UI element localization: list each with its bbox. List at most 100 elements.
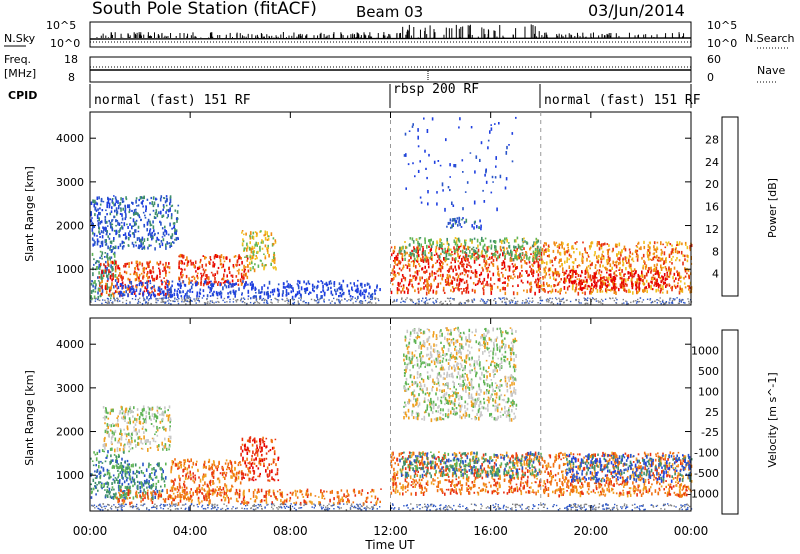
power-ground-cell — [627, 303, 629, 305]
power-cell — [299, 293, 302, 297]
power-cell — [136, 285, 138, 289]
power-cell — [170, 289, 172, 292]
freq-label: Freq. — [4, 53, 31, 66]
power-cell — [663, 260, 666, 264]
power-cell — [653, 277, 656, 280]
power-cell — [644, 274, 646, 279]
velocity-cell — [138, 466, 141, 469]
power-cell — [485, 180, 488, 184]
power-cell — [688, 275, 690, 280]
power-cell — [203, 280, 206, 285]
power-cell — [149, 292, 152, 294]
power-cell — [482, 268, 484, 272]
power-cell — [496, 250, 499, 254]
velocity-cell — [109, 429, 112, 432]
power-cell — [101, 276, 104, 279]
power-cell — [594, 251, 596, 255]
power-cell — [274, 240, 277, 244]
velocity-cell — [154, 433, 156, 436]
velocity-cell — [103, 482, 105, 487]
power-cell — [120, 207, 122, 209]
power-cell — [162, 238, 165, 242]
power-cell — [234, 293, 236, 298]
power-cell — [455, 240, 458, 245]
power-cell — [165, 273, 167, 277]
velocity-cell — [112, 424, 115, 427]
power-cell — [151, 275, 153, 279]
power-cell — [663, 251, 666, 256]
nsky-tick-bottom: 10^0 — [50, 37, 80, 50]
power-cell — [682, 254, 684, 257]
power-cell — [199, 288, 202, 291]
velocity-cell — [137, 470, 140, 473]
power-cell — [650, 287, 652, 290]
power-cell — [236, 264, 238, 266]
power-cell — [492, 240, 495, 243]
power-cell — [146, 198, 149, 201]
power-cell — [447, 243, 450, 245]
velocity-cell — [149, 474, 152, 478]
power-cell — [254, 286, 256, 289]
power-cell — [196, 274, 198, 278]
power-cell — [666, 275, 668, 278]
power-cell — [662, 266, 664, 269]
power-cell — [147, 246, 149, 250]
power-cell — [135, 288, 138, 292]
power-cell — [127, 245, 130, 247]
power-cell — [486, 250, 488, 253]
power-ground-cell — [467, 299, 469, 301]
power-cell — [162, 204, 165, 207]
power-cell — [535, 257, 538, 261]
power-ground-cell — [119, 300, 121, 302]
power-cell — [600, 260, 603, 264]
power-cell — [111, 223, 114, 226]
power-cell — [159, 220, 161, 224]
power-cell — [510, 249, 512, 254]
power-cell — [284, 286, 286, 289]
power-cell — [515, 266, 517, 270]
power-cell — [653, 245, 655, 249]
power-cell — [483, 258, 485, 263]
power-cell — [335, 292, 337, 296]
power-cell — [473, 226, 475, 230]
power-cell — [173, 292, 176, 297]
power-cell — [458, 248, 460, 250]
power-ground-cell — [287, 300, 290, 302]
power-cell — [91, 228, 94, 232]
power-cell — [196, 266, 199, 271]
power-cell — [235, 263, 237, 266]
power-ground-cell — [449, 300, 451, 302]
power-cell — [175, 229, 178, 233]
power-cell — [242, 239, 245, 243]
power-cell — [412, 162, 414, 165]
power-cell — [625, 259, 627, 263]
power-cell — [226, 280, 228, 283]
power-cell — [131, 285, 133, 288]
power-cell — [180, 285, 182, 287]
power-cell — [99, 236, 101, 238]
power-cell — [631, 275, 633, 278]
power-cell — [587, 256, 590, 258]
velocity-cell — [156, 489, 159, 494]
power-cell — [167, 283, 170, 287]
power-cell — [623, 273, 625, 278]
power-cell — [104, 285, 107, 290]
velocity-cell — [126, 441, 129, 445]
power-cell — [440, 269, 442, 273]
velocity-cell — [99, 476, 102, 478]
power-cell — [616, 245, 618, 248]
power-cell — [112, 272, 114, 277]
velocity-cell — [155, 485, 157, 489]
power-cell — [107, 245, 109, 250]
power-cell — [100, 230, 103, 234]
velocity-cell — [115, 423, 117, 427]
power-cell — [521, 238, 524, 242]
power-cell — [498, 254, 501, 259]
power-cell — [268, 253, 270, 258]
power-cell — [179, 254, 181, 258]
velocity-cell — [117, 470, 119, 472]
power-ground-cell — [569, 300, 572, 303]
power-cell — [521, 244, 524, 248]
power-ground-cell — [615, 302, 618, 304]
velocity-cell — [110, 475, 112, 479]
